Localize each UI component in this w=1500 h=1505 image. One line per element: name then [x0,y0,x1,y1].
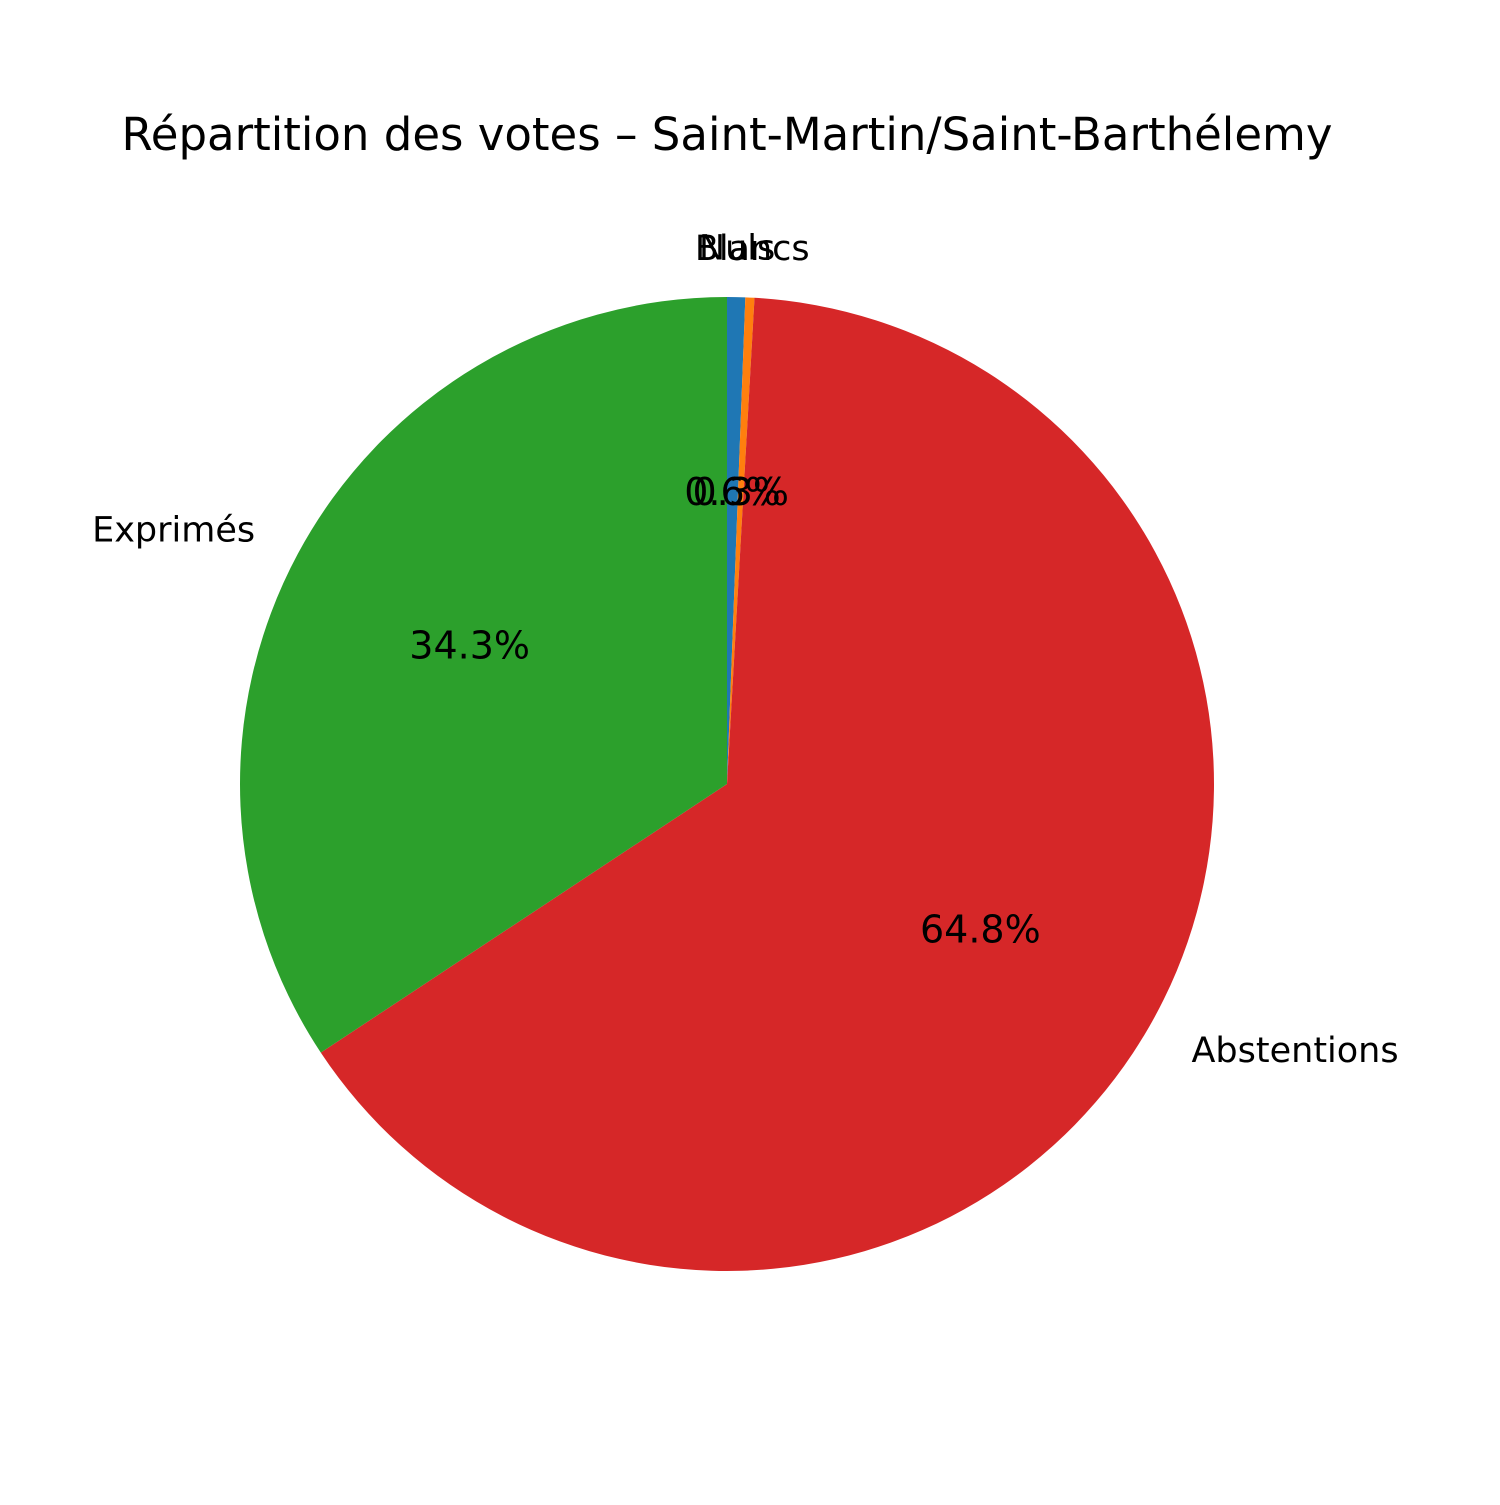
pie-slice-nuls [727,297,746,784]
pie-labels: Nuls 0.6% Blancs 0.3% Abstentions 64.8% Exprim… [92,228,1398,1070]
slice-percent-nuls: 0.6% [684,470,781,514]
slice-percent-exprimes: 34.3% [409,624,530,668]
chart-title: Répartition des votes – Saint-Martin/Sai… [122,108,1333,161]
slice-label-blancs: Blancs [695,229,810,269]
slice-label-abstentions: Abstentions [1191,1031,1398,1071]
pie-slice-blancs [727,297,755,784]
slice-percent-abstentions: 64.8% [920,908,1041,952]
pie-slice-abstentions [320,297,1214,1271]
slice-label-exprimes: Exprimés [92,510,255,550]
pie-slice-exprimes [240,297,727,1053]
slice-label-nuls: Nuls [699,228,775,268]
pie-slices [240,297,1214,1271]
slice-percent-blancs: 0.3% [692,470,789,514]
